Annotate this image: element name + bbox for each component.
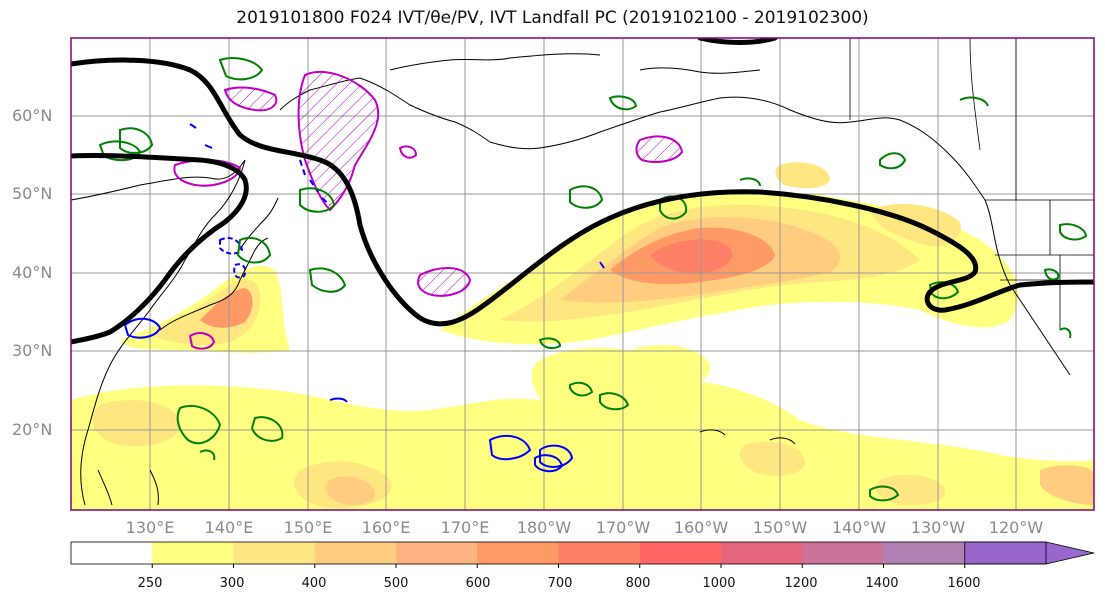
lon-label: 120°W xyxy=(988,518,1044,537)
lat-label: 50°N xyxy=(12,184,53,203)
coastlines xyxy=(71,53,1071,506)
colorbar-segment xyxy=(639,542,722,564)
colorbar-tick-label: 1200 xyxy=(784,576,818,591)
lat-label: 30°N xyxy=(12,341,53,360)
lat-label: 20°N xyxy=(12,420,53,439)
lat-label: 40°N xyxy=(12,263,53,282)
colorbar-tick-label: 600 xyxy=(465,576,491,591)
ivt-landfall-pc-contours xyxy=(71,38,1094,345)
ivt-shading xyxy=(71,162,1094,510)
colorbar-segment xyxy=(396,542,478,564)
colorbar-segment xyxy=(71,542,153,564)
colorbar-extend-arrow xyxy=(964,541,1095,565)
colorbar-tick-label: 1400 xyxy=(865,576,899,591)
lon-label: 170°E xyxy=(440,518,490,537)
lon-label: 130°W xyxy=(910,518,966,537)
colorbar-segment xyxy=(477,542,559,564)
colorbar-segment xyxy=(883,542,966,564)
pv-blue-contours xyxy=(123,123,605,473)
map-frame xyxy=(70,37,1095,511)
lon-label: 150°W xyxy=(752,518,808,537)
colorbar-tick-label: 400 xyxy=(301,576,327,591)
colorbar-tick-label: 300 xyxy=(219,576,245,591)
colorbar-tick-label: 500 xyxy=(383,576,409,591)
lon-label: 180°W xyxy=(516,518,572,537)
colorbar-tick-label: 1000 xyxy=(702,576,736,591)
lon-label: 170°W xyxy=(595,518,651,537)
colorbar-segment xyxy=(721,542,803,564)
lon-label: 140°E xyxy=(204,518,254,537)
lon-label: 130°E xyxy=(125,518,175,537)
colorbar-segment xyxy=(802,542,884,564)
borders xyxy=(849,38,1094,330)
lon-label: 160°E xyxy=(361,518,411,537)
colorbar-segment xyxy=(314,542,397,564)
colorbar-segment xyxy=(233,542,316,564)
map-title: 2019101800 F024 IVT/θe/PV, IVT Landfall … xyxy=(236,8,869,28)
colorbar-tick-label: 700 xyxy=(547,576,573,591)
colorbar-tick-label: 250 xyxy=(137,576,163,591)
colorbar-tick-label: 800 xyxy=(625,576,651,591)
colorbar-tick-label: 1600 xyxy=(947,576,981,591)
lon-label: 150°E xyxy=(283,518,333,537)
lat-label: 60°N xyxy=(12,106,53,125)
colorbar-segment xyxy=(152,542,234,564)
colorbar-segment xyxy=(558,542,641,564)
lon-label: 160°W xyxy=(673,518,729,537)
lon-label: 140°W xyxy=(831,518,887,537)
